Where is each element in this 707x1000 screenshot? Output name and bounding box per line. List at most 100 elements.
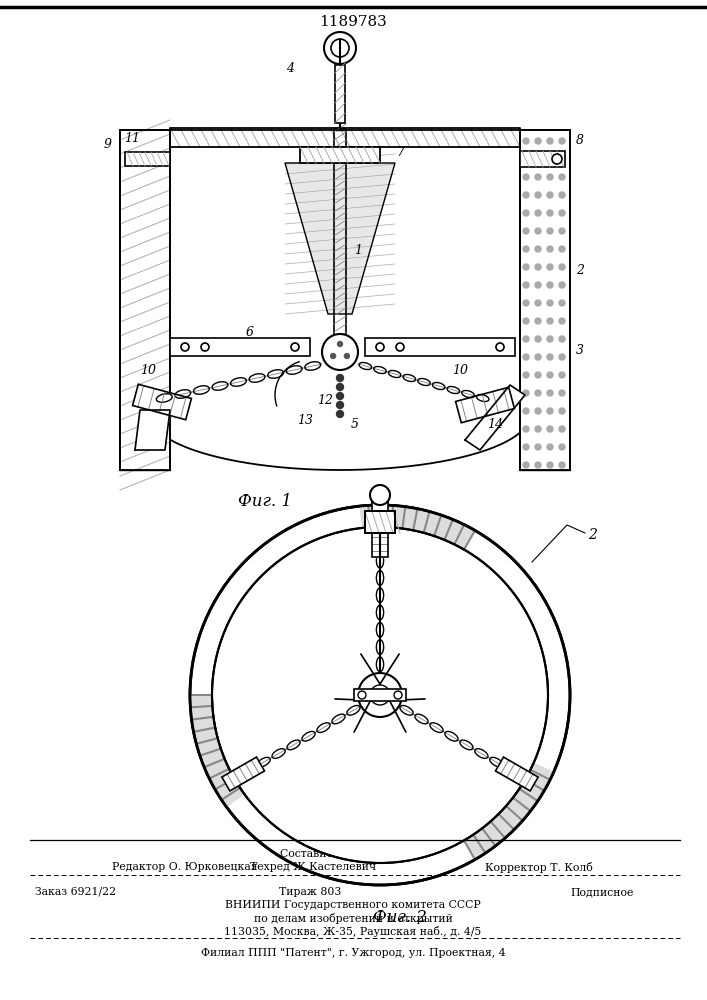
Circle shape: [523, 444, 529, 450]
Circle shape: [523, 246, 529, 252]
Bar: [300, 147, 380, 163]
Circle shape: [559, 390, 565, 396]
Bar: [365, 511, 395, 533]
Circle shape: [547, 426, 553, 432]
Circle shape: [547, 138, 553, 144]
Circle shape: [523, 426, 529, 432]
Polygon shape: [520, 130, 570, 470]
Circle shape: [523, 156, 529, 162]
Circle shape: [523, 318, 529, 324]
Circle shape: [535, 228, 541, 234]
Circle shape: [358, 691, 366, 699]
Text: 11: 11: [124, 132, 140, 145]
Circle shape: [535, 408, 541, 414]
Circle shape: [370, 485, 390, 505]
Bar: [170, 338, 310, 356]
Bar: [125, 152, 170, 166]
Circle shape: [535, 318, 541, 324]
Circle shape: [559, 354, 565, 360]
Circle shape: [523, 372, 529, 378]
Circle shape: [535, 156, 541, 162]
Circle shape: [552, 154, 562, 164]
Text: ВНИИПИ Государственного комитета СССР: ВНИИПИ Государственного комитета СССР: [225, 900, 481, 910]
Circle shape: [547, 264, 553, 270]
Circle shape: [547, 318, 553, 324]
Circle shape: [535, 300, 541, 306]
Text: Фиг. 1: Фиг. 1: [238, 493, 292, 510]
Polygon shape: [465, 385, 525, 450]
Text: Тираж 803: Тираж 803: [279, 887, 341, 897]
Circle shape: [547, 300, 553, 306]
Circle shape: [535, 264, 541, 270]
Text: Корректор Т. Колб: Корректор Т. Колб: [485, 862, 592, 873]
Circle shape: [535, 444, 541, 450]
Text: 10: 10: [452, 363, 468, 376]
Circle shape: [547, 336, 553, 342]
Circle shape: [523, 282, 529, 288]
Polygon shape: [496, 757, 538, 791]
Text: по делам изобретений и открытий: по делам изобретений и открытий: [254, 913, 452, 924]
Circle shape: [547, 228, 553, 234]
Text: Заказ 6921/22: Заказ 6921/22: [35, 887, 116, 897]
Text: 3: 3: [576, 344, 584, 357]
Circle shape: [547, 246, 553, 252]
Circle shape: [535, 282, 541, 288]
Circle shape: [523, 390, 529, 396]
Circle shape: [370, 685, 390, 705]
Text: Подписное: Подписное: [570, 887, 633, 897]
Circle shape: [535, 138, 541, 144]
Circle shape: [547, 192, 553, 198]
Circle shape: [559, 300, 565, 306]
Circle shape: [535, 210, 541, 216]
Text: Фиг. 2: Фиг. 2: [373, 908, 427, 926]
Circle shape: [523, 300, 529, 306]
Polygon shape: [133, 384, 192, 420]
Circle shape: [212, 527, 548, 863]
Polygon shape: [120, 130, 170, 470]
Text: 5: 5: [351, 418, 359, 432]
Circle shape: [535, 354, 541, 360]
Circle shape: [523, 138, 529, 144]
Circle shape: [547, 156, 553, 162]
Circle shape: [547, 444, 553, 450]
Circle shape: [523, 192, 529, 198]
Text: 113035, Москва, Ж-35, Раушская наб., д. 4/5: 113035, Москва, Ж-35, Раушская наб., д. …: [224, 926, 481, 937]
Circle shape: [535, 462, 541, 468]
Text: Составитель Н. Еремеева: Составитель Н. Еремеева: [280, 849, 426, 859]
Circle shape: [523, 210, 529, 216]
Circle shape: [523, 408, 529, 414]
Text: 9: 9: [104, 138, 112, 151]
Text: 2: 2: [576, 263, 584, 276]
Circle shape: [535, 246, 541, 252]
Bar: [365, 338, 515, 356]
Circle shape: [559, 174, 565, 180]
Circle shape: [547, 174, 553, 180]
Bar: [372, 499, 388, 511]
Circle shape: [559, 156, 565, 162]
Circle shape: [547, 462, 553, 468]
Circle shape: [535, 372, 541, 378]
Text: 8: 8: [576, 133, 584, 146]
Circle shape: [523, 264, 529, 270]
Text: Филиал ППП "Патент", г. Ужгород, ул. Проектная, 4: Филиал ППП "Патент", г. Ужгород, ул. Про…: [201, 948, 506, 958]
Circle shape: [523, 354, 529, 360]
Text: 13: 13: [297, 414, 313, 426]
Circle shape: [547, 354, 553, 360]
Circle shape: [331, 354, 336, 359]
Circle shape: [523, 336, 529, 342]
Circle shape: [344, 354, 349, 359]
Circle shape: [535, 192, 541, 198]
Bar: [354, 689, 406, 701]
Text: 7: 7: [396, 145, 404, 158]
Circle shape: [559, 264, 565, 270]
Text: 14: 14: [487, 418, 503, 432]
Circle shape: [559, 426, 565, 432]
Circle shape: [559, 462, 565, 468]
Text: 10: 10: [140, 363, 156, 376]
Circle shape: [337, 392, 344, 399]
Bar: [335, 65, 345, 123]
Circle shape: [559, 318, 565, 324]
Circle shape: [547, 408, 553, 414]
Circle shape: [201, 343, 209, 351]
Circle shape: [535, 336, 541, 342]
